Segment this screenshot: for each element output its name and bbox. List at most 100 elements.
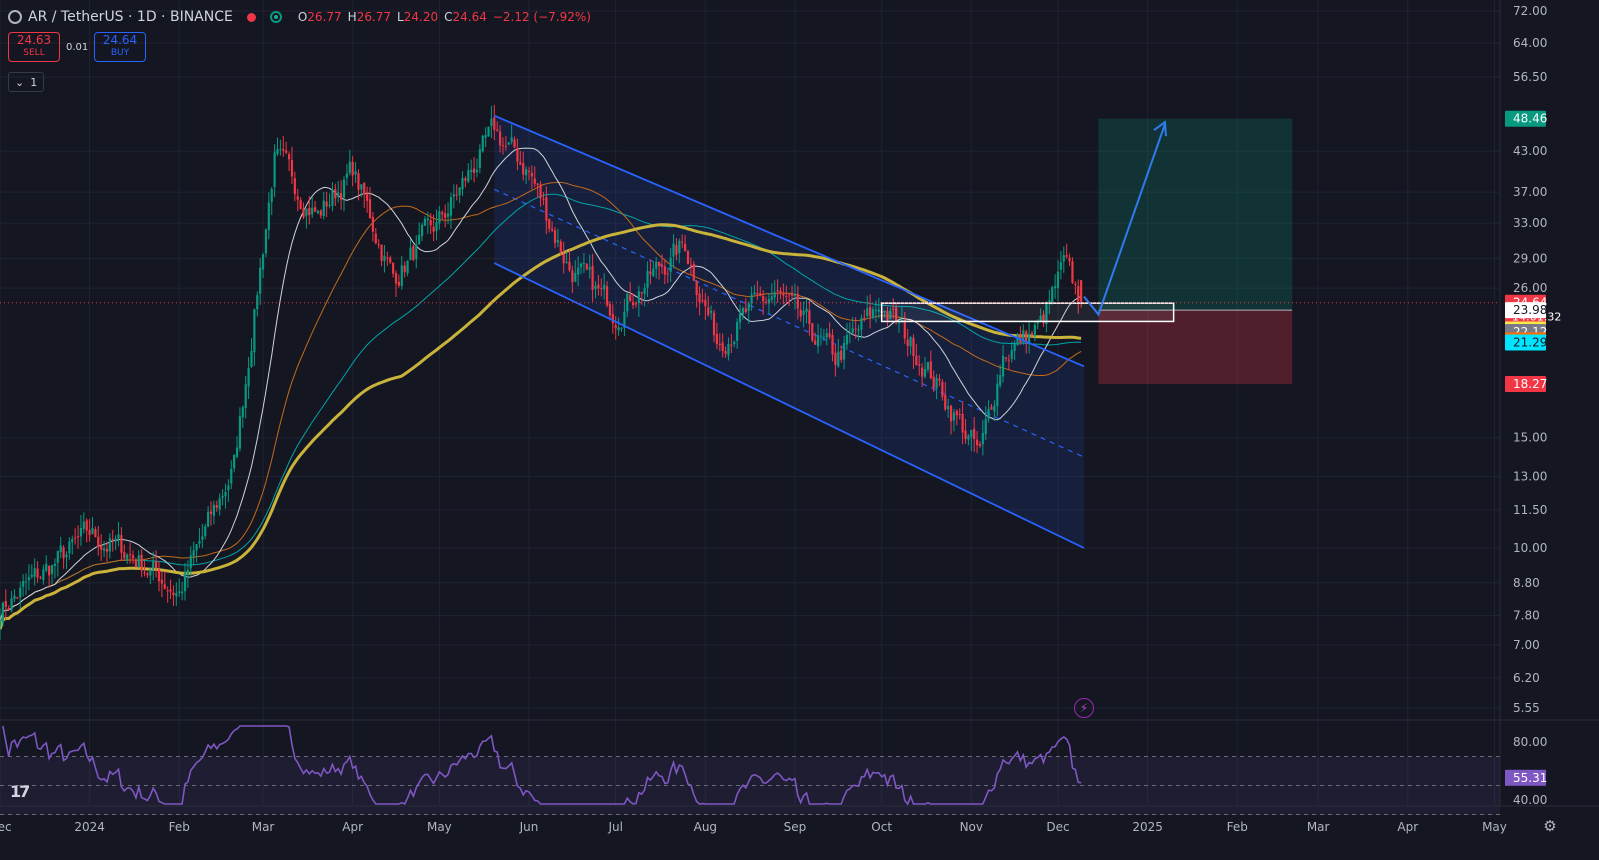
price-tick-label: 7.80: [1513, 609, 1540, 623]
candle-body: [811, 323, 814, 341]
candle-body: [192, 550, 195, 557]
chevron-down-icon: ⌄: [15, 75, 25, 89]
ma-line-gold[interactable]: [0, 223, 1082, 630]
candle-body: [767, 298, 771, 304]
candle-body: [1054, 286, 1057, 289]
candle-body: [250, 350, 253, 367]
candle-body: [1080, 280, 1083, 303]
candle-body: [788, 294, 791, 296]
candle-body: [50, 565, 54, 574]
candle-body: [816, 335, 820, 347]
candle-body: [467, 170, 470, 182]
indicators-toggle[interactable]: ⌄ 1: [8, 72, 45, 92]
candle-body: [530, 172, 533, 177]
symbol-title[interactable]: AR / TetherUS · 1D · BINANCE: [28, 9, 233, 25]
candle-body: [611, 313, 614, 324]
candle-body: [19, 587, 22, 598]
candle-body: [655, 261, 658, 269]
candle-body: [770, 296, 773, 300]
time-tick-label: Oct: [871, 820, 892, 834]
candle-body: [325, 201, 328, 207]
candle-body: [438, 211, 441, 224]
rsi-tick-label: 40.00: [1513, 793, 1547, 807]
candle-body: [683, 243, 687, 251]
time-tick-label: Jun: [519, 820, 539, 834]
candle-body: [169, 589, 172, 592]
candle-body: [461, 178, 464, 190]
candle-body: [146, 573, 149, 576]
candle-body: [311, 207, 314, 215]
channel-midline[interactable]: [494, 188, 1085, 458]
candle-body: [235, 447, 239, 457]
candle-body: [895, 307, 898, 322]
candle-body: [181, 591, 184, 594]
candle-body: [386, 257, 389, 259]
gear-icon[interactable]: ⚙: [1543, 817, 1557, 835]
candle-body: [172, 592, 175, 596]
candle-body: [897, 322, 901, 324]
rsi-line[interactable]: [2, 725, 1082, 806]
candle-body: [973, 428, 976, 440]
candle-body: [1030, 332, 1034, 335]
candle-body: [16, 597, 19, 599]
candle-body: [464, 178, 467, 181]
candle-body: [712, 312, 716, 336]
price-axis[interactable]: 72.00 64.00 56.50 43.00 37.00 33.00 29.00 26.00…: [1499, 0, 1561, 807]
candle-body: [328, 204, 331, 206]
candle-body: [657, 261, 661, 267]
candle-body: [189, 555, 192, 569]
candle-body: [834, 352, 837, 365]
symbol-legend[interactable]: AR / TetherUS · 1D · BINANCE O26.77 H26.…: [8, 6, 591, 28]
candle-body: [753, 292, 756, 295]
channel-lower-line[interactable]: [493, 262, 1085, 549]
price-tick-label: 64.00: [1513, 36, 1547, 50]
candle-body: [128, 554, 132, 556]
target-zone[interactable]: [1098, 118, 1293, 311]
price-tick-label: 43.00: [1513, 144, 1547, 158]
channel-fill: [494, 115, 1085, 548]
candle-body: [559, 241, 562, 253]
candle-body: [334, 189, 337, 199]
tradingview-logo[interactable]: 17: [10, 782, 30, 801]
candle-body: [282, 149, 285, 151]
candle-body: [978, 443, 982, 447]
time-tick-label: Apr: [1397, 820, 1418, 834]
candle-body: [1001, 355, 1005, 377]
candle-body: [744, 308, 747, 313]
candle-body: [313, 207, 317, 212]
candle-body: [886, 311, 889, 321]
price-tick-label: 72.00: [1513, 4, 1547, 18]
candle-body: [348, 161, 351, 173]
channel-upper-line[interactable]: [493, 114, 1085, 368]
candle-body: [285, 150, 288, 153]
candle-body: [215, 505, 218, 508]
candle-body: [600, 287, 603, 289]
candle-body: [302, 208, 305, 218]
candle-body: [10, 598, 13, 611]
candle-body: [1077, 285, 1080, 302]
price-tick-label: 11.50: [1513, 503, 1547, 517]
candle-body: [230, 468, 233, 484]
sell-button[interactable]: 24.63 SELL: [8, 32, 60, 62]
candle-body: [773, 292, 776, 298]
price-badge-label: 48.46: [1513, 112, 1547, 126]
time-tick-label: Feb: [169, 820, 190, 834]
candle-body: [276, 149, 279, 154]
candle-body: [152, 561, 155, 570]
candle-body: [562, 253, 565, 264]
candle-body: [131, 555, 135, 559]
lightning-icon[interactable]: ⚡: [1074, 698, 1094, 718]
time-tick-label: Dec: [0, 820, 12, 834]
candle-body: [59, 545, 62, 553]
candle-body: [623, 311, 626, 328]
candle-body: [429, 220, 432, 226]
candle-body: [525, 169, 528, 176]
time-axis[interactable]: Dec 2024 Feb Mar Apr May Jun Jul Aug Sep Oct Nov Dec…: [0, 805, 1599, 834]
candle-body: [363, 182, 366, 195]
entry-zone-box[interactable]: [880, 302, 1175, 323]
time-tick-label: Apr: [342, 820, 363, 834]
buy-button[interactable]: 24.64 BUY: [94, 32, 146, 62]
stop-zone[interactable]: [1098, 310, 1293, 385]
